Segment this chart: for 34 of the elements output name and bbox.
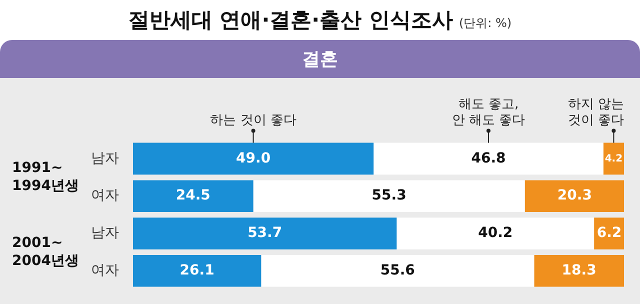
chart-subtitle: 결혼 [0,40,640,78]
bar [396,218,594,250]
data-label: 55.6 [380,262,415,279]
bar [133,218,397,250]
text: 1991~ 1994년생 [12,160,79,194]
bar [253,180,525,212]
chart-title: 절반세대 연애·결혼·출산 인식조사 [128,7,453,34]
text: (단위: %) [458,14,512,32]
data-label: 20.3 [557,188,592,204]
y-tick-label: 남자 [91,150,119,166]
series-label: 하지 않는 것이 좋다 [568,97,624,128]
data-label: 55.3 [372,188,406,204]
data-label: 4.2 [604,153,623,164]
data-label: 40.2 [478,225,513,242]
y-tick-label: 여자 [91,188,119,204]
y-tick-label: 여자 [91,262,119,279]
y-tick-label: 남자 [91,225,119,242]
bar [133,180,254,212]
bar [524,180,624,212]
data-label: 6.2 [596,225,622,242]
data-label: 18.3 [562,262,596,279]
data-label: 49.0 [236,150,271,166]
bar [133,255,262,287]
bar [374,142,604,175]
data-label: 46.8 [471,150,506,166]
data-label: 53.7 [248,225,282,242]
bar [534,255,624,287]
text: 2001~ 2004년생 [12,234,79,269]
bar [261,255,534,287]
bar [133,142,374,175]
series-label: 하는 것이 좋다 [210,113,296,128]
series-label: 해도 좋고, 안 해도 좋다 [452,97,526,128]
data-label: 24.5 [176,188,210,204]
data-label: 26.1 [180,262,214,279]
